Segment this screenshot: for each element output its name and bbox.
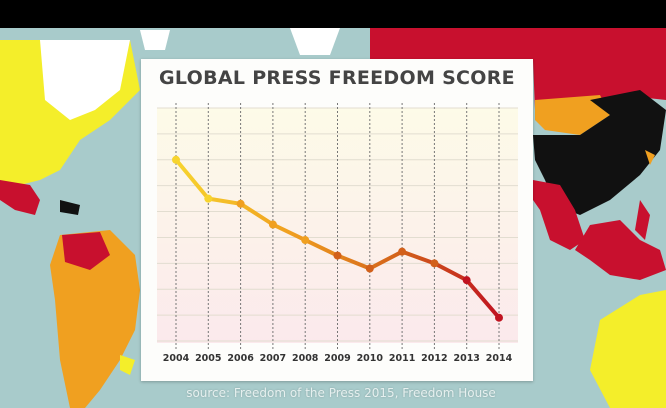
map-asia <box>370 28 666 110</box>
x-tick-label: 2012 <box>421 353 447 364</box>
chart-card: 2004 2005 2006 2007 2008 2009 2010 2011 2012 2013… <box>141 59 533 381</box>
x-tick-label: 2009 <box>324 353 350 364</box>
map-australia <box>590 290 666 408</box>
chart-title: GLOBAL PRESS FREEDOM SCORE <box>159 67 515 89</box>
data-point-2008 <box>301 236 310 245</box>
x-tick-label: 2008 <box>292 353 319 364</box>
data-point-2005 <box>204 194 213 203</box>
x-tick-label: 2005 <box>195 353 221 364</box>
line-chart: 2004 2005 2006 2007 2008 2009 2010 2011 2012 2013… <box>157 103 518 364</box>
data-point-2011 <box>398 247 407 256</box>
x-tick-label: 2006 <box>227 353 254 364</box>
x-tick-label: 2010 <box>357 353 384 364</box>
x-tick-label: 2014 <box>486 353 513 364</box>
top-black-bar <box>0 0 666 28</box>
source-caption: source: Freedom of the Press 2015, Freed… <box>186 386 496 400</box>
x-tick-label: 2004 <box>163 353 190 364</box>
map-south-america <box>50 230 140 408</box>
data-point-2004 <box>172 155 180 164</box>
data-point-2014 <box>495 313 503 322</box>
x-tick-label: 2011 <box>389 353 415 364</box>
data-point-2010 <box>365 264 374 273</box>
data-point-2012 <box>430 259 439 268</box>
data-point-2007 <box>268 220 277 229</box>
x-tick-label: 2013 <box>453 353 479 364</box>
data-point-2013 <box>462 276 471 285</box>
x-tick-label: 2007 <box>260 353 286 364</box>
data-point-2006 <box>236 199 245 208</box>
data-point-2009 <box>333 251 342 260</box>
